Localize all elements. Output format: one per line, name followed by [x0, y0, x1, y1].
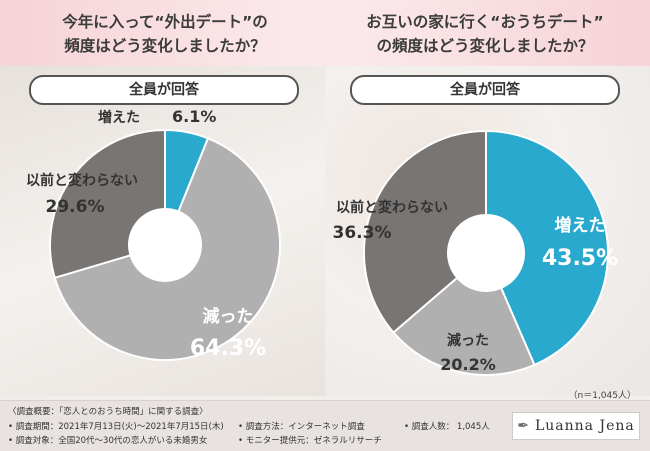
chart1-category-label-decreased: 減った: [203, 306, 254, 327]
chart2-category-label-increased: 増えた: [555, 215, 606, 236]
chart1-category-label-increased: 増えた: [98, 109, 140, 126]
survey-heading: 〈調査概要：「恋人とのおうち時間」に関する調査〉: [8, 407, 208, 417]
header-banner: [0, 0, 650, 66]
chart2-slice-unchanged: [363, 129, 487, 334]
chart1-value-label-increased: 6.1%: [172, 107, 216, 126]
chart2-value-label-unchanged: 36.3%: [333, 223, 392, 243]
left-title-line1: 今年に入って“外出デート”の: [62, 13, 268, 31]
chart1-category-label-unchanged: 以前と変わらない: [26, 172, 138, 189]
chart2-value-label-decreased: 20.2%: [440, 355, 496, 374]
chart2-donut-hole: [448, 215, 524, 291]
left-respondent-pill: 全員が回答: [29, 75, 299, 105]
right-title-line2: の頻度はどう変化しましたか？: [376, 37, 594, 55]
chart1-value-label-unchanged: 29.6%: [46, 197, 105, 217]
survey-period: • 調査期間：2021年7月13日(火)～2021年7月15日(木): [8, 422, 224, 432]
brand-logo: ✒ Luanna Jena: [512, 412, 640, 440]
survey-method: • 調査方法：インターネット調査: [238, 422, 365, 432]
chart1-value-label-decreased: 64.3%: [190, 336, 266, 361]
pen-icon: ✒: [517, 418, 530, 434]
left-chart-title: 今年に入って“外出デート”の 頻度はどう変化しましたか？: [10, 10, 320, 58]
chart2-value-label-increased: 43.5%: [542, 246, 618, 271]
survey-footer: 〈調査概要：「恋人とのおうち時間」に関する調査〉 • 調査期間：2021年7月1…: [0, 400, 650, 451]
survey-count: • 調査人数： 1,045人: [404, 422, 490, 432]
chart2-category-label-decreased: 減った: [447, 332, 489, 349]
chart1-donut-hole: [129, 209, 201, 281]
right-respondent-pill: 全員が回答: [350, 75, 620, 105]
survey-target: • 調査対象：全国20代～30代の恋人がいる未婚男女: [8, 436, 208, 446]
survey-provider: • モニター提供元：ゼネラルリサーチ: [238, 436, 382, 446]
right-title-line1: お互いの家に行く“おうちデート”: [366, 13, 604, 31]
left-title-line2: 頻度はどう変化しましたか？: [64, 37, 266, 55]
chart2-category-label-unchanged: 以前と変わらない: [336, 199, 448, 216]
right-chart-title: お互いの家に行く“おうちデート” の頻度はどう変化しましたか？: [330, 10, 640, 58]
sample-size-note: （n＝1,045人）: [568, 391, 636, 401]
brand-logo-text: Luanna Jena: [534, 418, 635, 434]
